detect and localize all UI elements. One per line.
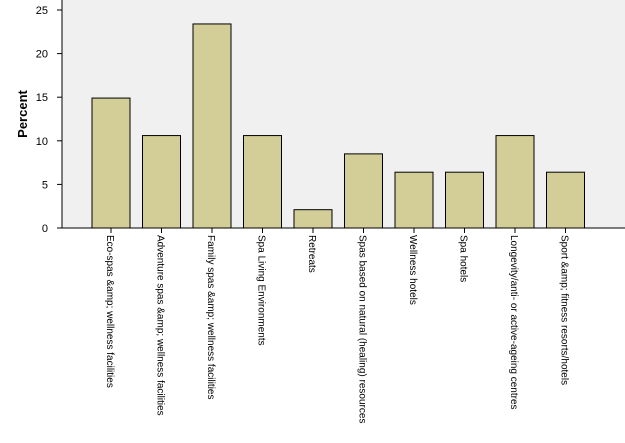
- y-tick-label: 15: [36, 92, 48, 104]
- bar: [142, 135, 181, 229]
- bar: [546, 171, 585, 229]
- bar: [192, 23, 232, 229]
- x-tick-label: Adventure spas &amp; wellness facilities: [155, 235, 166, 416]
- bar: [293, 209, 333, 229]
- x-tick-label: Sport &amp; fitness resorts/hotels: [559, 235, 570, 385]
- y-tick-label: 20: [36, 49, 48, 61]
- bar: [394, 171, 434, 229]
- x-tick-label: Family spas &amp; wellness facilities: [205, 235, 216, 400]
- bar: [344, 153, 383, 229]
- bar: [445, 171, 484, 229]
- y-tick-label: 5: [42, 179, 48, 191]
- x-tick-label: Eco-spas &amp; wellness facilities: [104, 235, 115, 388]
- bar: [495, 135, 535, 229]
- y-tick-label: 10: [36, 136, 48, 148]
- y-tick-label: 25: [36, 5, 48, 17]
- x-tick-label: Wellness hotels: [407, 235, 418, 305]
- y-tick-label: 0: [42, 223, 48, 235]
- bar: [91, 97, 131, 229]
- y-axis: 0 5 10 15 20 25: [36, 0, 63, 235]
- x-tick-label: Longevity/anti- or active-ageing centres: [508, 235, 519, 410]
- x-tick-label: Spa Living Environments: [256, 235, 267, 346]
- y-axis-label: Percent: [15, 89, 30, 137]
- bar: [243, 135, 282, 229]
- x-axis: Eco-spas &amp; wellness facilities Advent…: [62, 227, 625, 423]
- x-tick-label: Retreats: [306, 235, 317, 273]
- x-tick-label: Spa hotels: [458, 235, 469, 282]
- x-tick-label: Spas based on natural (healing) resource…: [357, 235, 368, 423]
